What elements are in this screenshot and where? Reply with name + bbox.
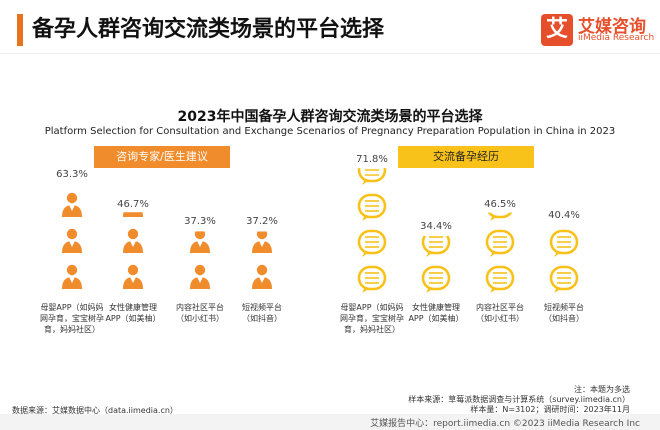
chat-bubble-icon xyxy=(357,193,387,221)
logo-name-cn: 艾媒咨询 xyxy=(578,17,646,37)
pictogram-bar-0-0 xyxy=(62,192,82,289)
group-label-exchange: 交流备孕经历 xyxy=(398,146,534,168)
footnote-sample: 样本量：N=3102；调研时间：2023年11月 xyxy=(470,405,630,414)
person-icon xyxy=(123,264,143,289)
chat-bubble-icon xyxy=(357,168,387,185)
person-icon xyxy=(123,228,143,253)
chat-bubble-icon xyxy=(485,229,515,257)
data-label: 40.4% xyxy=(548,210,580,222)
pictogram-bar-0-1 xyxy=(123,212,143,289)
header-accent-bar xyxy=(17,14,23,46)
chart-title: 2023年中国备孕人群咨询交流类场景的平台选择 xyxy=(177,109,483,125)
data-label: 37.2% xyxy=(246,216,278,228)
group-label-consult: 咨询专家/医生建议 xyxy=(94,146,230,168)
header-divider xyxy=(0,53,660,54)
person-icon xyxy=(252,231,272,253)
person-icon xyxy=(62,192,82,217)
pictogram-bar-0-2 xyxy=(190,231,210,289)
footer-text: 艾媒报告中心：report.iimedia.cn ©2023 iiMedia R… xyxy=(370,419,640,429)
footer-band xyxy=(0,414,660,430)
chat-bubble-icon xyxy=(421,235,451,257)
category-label: 短视频平台 （如抖音） xyxy=(544,303,584,323)
category-label: 女性健康管理 APP（如美柚） xyxy=(408,303,464,323)
person-icon xyxy=(190,264,210,289)
chat-bubble-icon xyxy=(421,265,451,293)
data-source: 数据来源：艾媒数据中心（data.iimedia.cn） xyxy=(12,406,178,415)
data-label: 71.8% xyxy=(356,153,388,165)
chat-bubble-icon xyxy=(549,229,579,257)
footnote-source: 样本来源：草莓派数据调查与计算系统（survey.iimedia.cn） xyxy=(408,395,630,404)
data-label: 34.4% xyxy=(420,221,452,233)
chat-bubble-icon xyxy=(485,265,515,293)
pictogram-bar-1-0 xyxy=(357,168,387,293)
logo-icon: 艾 xyxy=(541,14,573,46)
person-icon xyxy=(62,228,82,253)
person-icon xyxy=(123,212,143,217)
data-label: 46.7% xyxy=(117,198,149,210)
pictogram-bar-0-3 xyxy=(252,231,272,289)
data-label: 46.5% xyxy=(484,199,516,211)
category-label: 内容社区平台 （如小红书） xyxy=(176,303,224,323)
pictogram-bar-1-3 xyxy=(549,229,579,293)
footnote-multi: 注：本题为多选 xyxy=(574,385,630,394)
person-icon xyxy=(252,264,272,289)
page-title: 备孕人群咨询交流类场景的平台选择 xyxy=(32,17,385,42)
category-label: 女性健康管理 APP（如美柚） xyxy=(105,303,161,323)
category-label: 内容社区平台 （如小红书） xyxy=(476,303,524,323)
data-label: 63.3% xyxy=(56,169,88,181)
data-label: 37.3% xyxy=(184,215,216,227)
pictogram-bar-1-2 xyxy=(485,212,515,293)
person-icon xyxy=(190,231,210,253)
chat-bubble-icon xyxy=(487,212,513,221)
logo-name-en: iiMedia Research xyxy=(578,33,655,43)
chat-bubble-icon xyxy=(357,265,387,293)
category-label: 母婴APP（如妈妈 网孕育，宝宝树孕 育，妈妈社区） xyxy=(340,303,404,334)
category-label: 母婴APP（如妈妈 网孕育，宝宝树孕 育，妈妈社区） xyxy=(40,303,104,334)
chat-bubble-icon xyxy=(357,229,387,257)
chart-subtitle: Platform Selection for Consultation and … xyxy=(44,126,616,137)
pictogram-bar-1-1 xyxy=(421,235,451,293)
chat-bubble-icon xyxy=(549,265,579,293)
category-label: 短视频平台 （如抖音） xyxy=(242,303,282,323)
person-icon xyxy=(62,264,82,289)
